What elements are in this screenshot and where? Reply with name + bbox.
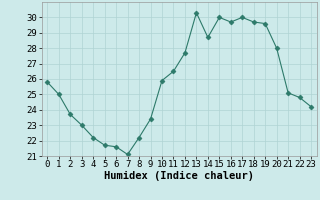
X-axis label: Humidex (Indice chaleur): Humidex (Indice chaleur) xyxy=(104,171,254,181)
